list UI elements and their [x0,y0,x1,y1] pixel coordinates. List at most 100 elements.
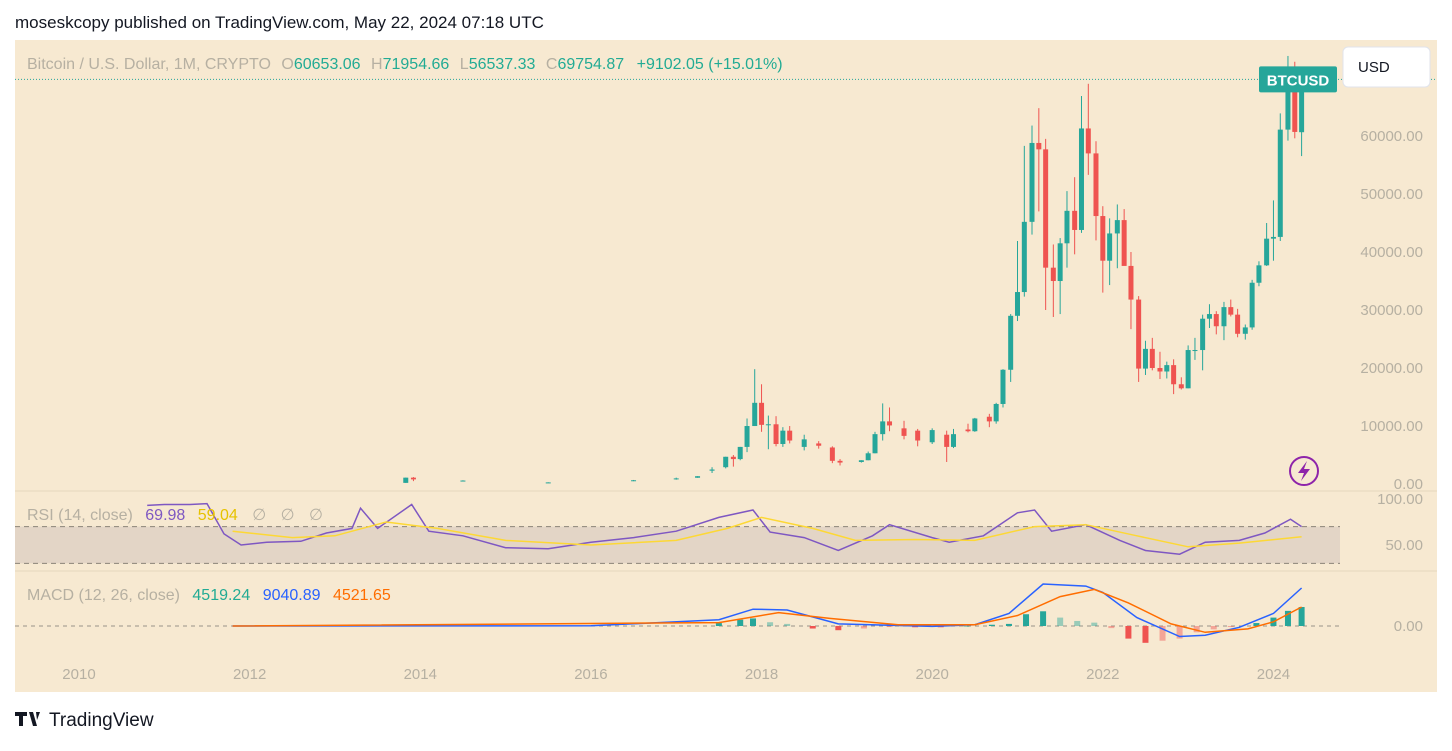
candle-body [1057,243,1063,282]
candle-body [1050,267,1056,282]
macd-histogram-bar [1057,617,1064,627]
candle-body [1008,315,1014,370]
candle-body [787,430,793,441]
candle-body [695,476,701,478]
candle-body [1228,307,1234,315]
macd-histogram-bar [1253,623,1260,627]
y-tick-label: 30000.00 [1360,302,1423,319]
candle-body [1213,314,1219,327]
legend-extra: ∅ [309,507,323,524]
candle-body [1299,79,1305,133]
legend-value: 71954.66 [383,56,450,73]
legend-value: 60653.06 [294,56,361,73]
byline: moseskcopy published on TradingView.com,… [15,13,544,32]
legend-key: H [371,56,383,73]
candle-body [972,418,978,432]
legend-value: 56537.33 [469,56,536,73]
macd-legend: MACD (12, 26, close) 4519.24 9040.89 452… [27,587,391,604]
macd-histogram-bar [767,622,774,627]
candle-body [1270,236,1276,239]
candle-body [872,434,878,454]
candle-body [951,434,957,447]
candle-body [709,469,715,471]
macd-histogram-bar [1074,620,1081,627]
macd-histogram-bar [835,626,842,631]
x-tick-label: 2020 [915,666,948,683]
candle-body [1277,129,1283,237]
y-tick-label: 20000.00 [1360,360,1423,377]
currency-label[interactable]: USD [1358,59,1390,76]
legend-extra: ∅ [252,507,266,524]
legend-change: +9102.05 (+15.01%) [637,56,783,73]
y-tick-label: 10000.00 [1360,418,1423,435]
macd-histogram-bar [715,623,722,627]
candle-body [1078,128,1084,230]
macd-histogram-bar [1125,626,1132,639]
candle-body [1029,142,1035,222]
x-tick-label: 2016 [574,666,607,683]
candle-body [744,426,750,447]
legend-value: 69754.87 [557,56,624,73]
alert-icon[interactable] [1289,456,1319,486]
rsi-band [15,526,1340,564]
candle-body [673,478,679,480]
macd-title: MACD (12, 26, close) [27,587,180,604]
macd-histogram-bar [1142,626,1149,643]
legend-value: 4519.24 [192,587,250,604]
macd-histogram-bar [809,626,816,629]
candle-body [1114,220,1120,234]
candle-body [1064,210,1070,244]
x-tick-label: 2024 [1257,666,1290,683]
candle-body [901,428,907,436]
candle-body [1192,350,1198,352]
macd-histogram-bar [784,623,791,627]
candle-body [837,460,843,463]
candle-body [880,421,886,435]
candle-body [410,477,416,480]
currency-button[interactable] [1342,46,1431,88]
legend-value: 69.98 [145,507,185,524]
macd-histogram-bar [1210,626,1217,630]
legend-extra: ∅ [281,507,295,524]
candle-body [986,416,992,422]
macd-histogram-bar [1193,626,1200,633]
candle-body [1107,233,1113,261]
plot: 2010 2012 2014 2016 2018 2020 2022 2024 0.00 1000… [15,55,1437,683]
candle-body [801,439,807,447]
candle-body [780,430,786,445]
candle-body [1121,220,1127,266]
candle-body [1014,292,1020,316]
candle-body [403,477,409,483]
candle-body [1200,318,1206,351]
macd-histogram-bar [750,618,757,627]
candle-body [759,402,765,425]
macd-histogram-bar [988,624,995,627]
candle-body [1221,307,1227,327]
x-tick-label: 2018 [745,666,778,683]
candle-body [1142,348,1148,369]
candle-body [929,430,935,443]
y-tick-label: 0.00 [1394,476,1423,493]
candle-body [829,447,835,461]
candle-body [1149,348,1155,369]
candle-body [1178,384,1184,389]
candle-body [1100,216,1106,261]
chart-background [15,40,1437,692]
candle-body [1171,365,1177,385]
macd-histogram-bar [1159,626,1166,641]
candle-body [1157,368,1163,372]
candle-body [1206,314,1212,319]
macd-histogram-bar [1108,626,1115,629]
macd-histogram-bar [1005,623,1012,627]
candle-body [1136,299,1142,369]
macd-histogram-bar [860,626,867,629]
legend-key: L [460,56,469,73]
y-tick-label: 40000.00 [1360,244,1423,261]
price-legend: Bitcoin / U.S. Dollar, 1M, CRYPTO O60653… [27,56,783,73]
candle-body [1021,221,1027,293]
x-tick-label: 2014 [404,666,437,683]
candle-body [765,424,771,426]
candle-body [1000,369,1006,404]
candle-body [1285,70,1291,130]
